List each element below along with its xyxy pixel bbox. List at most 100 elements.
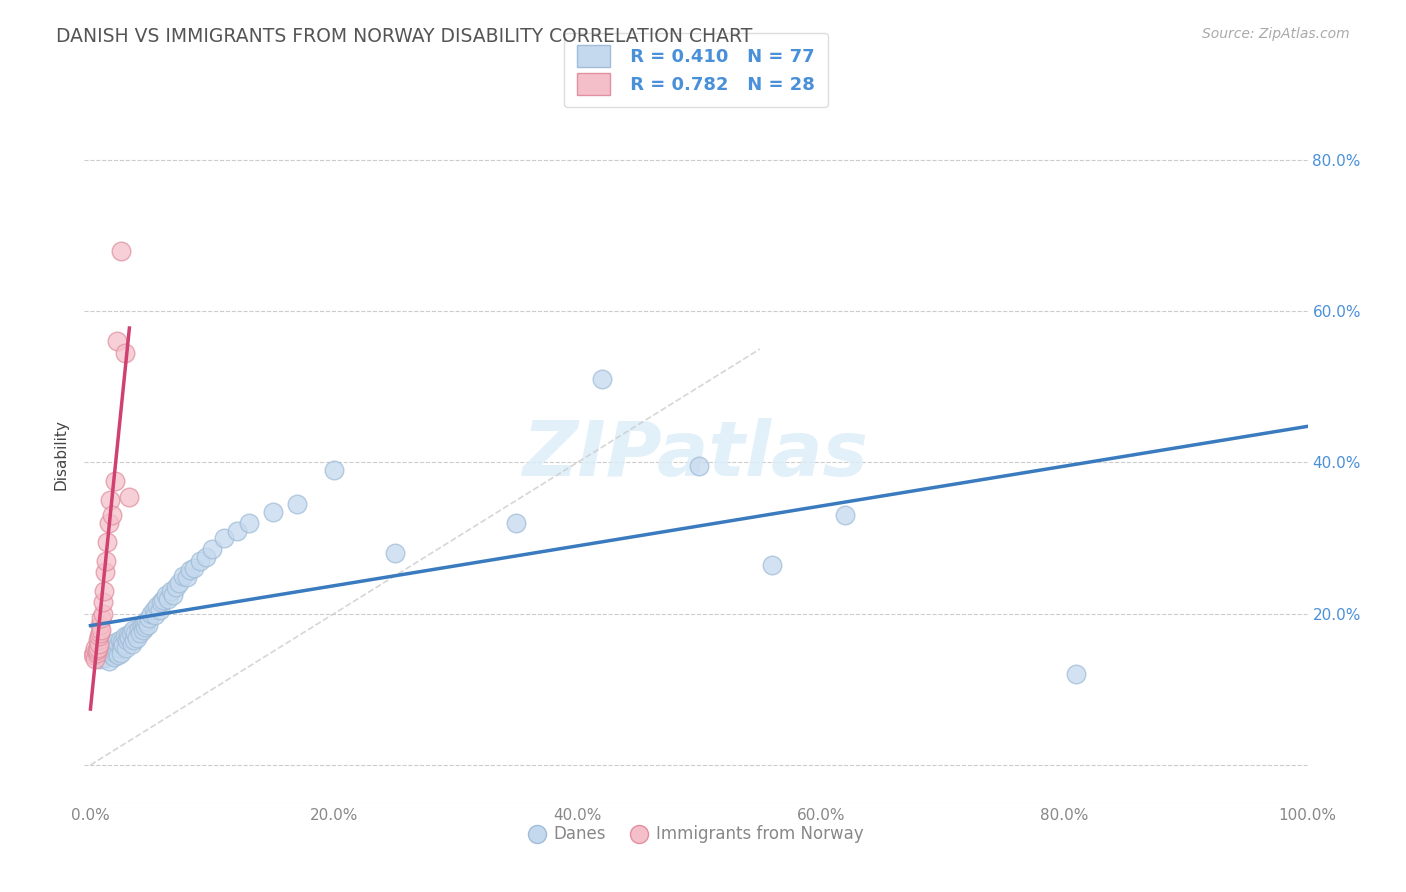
- Point: [105, 334, 128, 349]
- Point: [688, 459, 710, 474]
- Point: [176, 570, 198, 584]
- Point: [87, 640, 110, 655]
- Point: [86, 648, 108, 663]
- Point: [107, 648, 129, 663]
- Point: [157, 591, 180, 606]
- Point: [128, 622, 150, 636]
- Point: [115, 633, 138, 648]
- Point: [105, 644, 128, 658]
- Point: [225, 524, 247, 538]
- Point: [91, 607, 114, 621]
- Point: [114, 346, 136, 360]
- Point: [131, 618, 153, 632]
- Point: [124, 625, 146, 640]
- Point: [97, 654, 120, 668]
- Point: [97, 516, 120, 530]
- Point: [86, 643, 108, 657]
- Point: [125, 631, 148, 645]
- Point: [100, 643, 122, 657]
- Point: [86, 646, 108, 660]
- Point: [101, 648, 124, 663]
- Point: [103, 649, 125, 664]
- Point: [120, 625, 142, 640]
- Point: [149, 603, 172, 617]
- Point: [132, 615, 155, 630]
- Point: [104, 646, 127, 660]
- Point: [138, 610, 160, 624]
- Point: [155, 588, 177, 602]
- Point: [93, 584, 115, 599]
- Point: [108, 633, 131, 648]
- Point: [98, 493, 121, 508]
- Point: [591, 372, 613, 386]
- Point: [132, 624, 155, 638]
- Point: [84, 640, 107, 655]
- Point: [94, 565, 117, 579]
- Point: [94, 650, 117, 665]
- Point: [83, 646, 105, 660]
- Point: [384, 546, 406, 560]
- Point: [134, 620, 156, 634]
- Point: [84, 652, 107, 666]
- Point: [82, 648, 104, 663]
- Point: [87, 637, 110, 651]
- Point: [169, 576, 191, 591]
- Text: DANISH VS IMMIGRANTS FROM NORWAY DISABILITY CORRELATION CHART: DANISH VS IMMIGRANTS FROM NORWAY DISABIL…: [56, 27, 752, 45]
- Point: [162, 588, 184, 602]
- Point: [195, 549, 218, 564]
- Point: [146, 599, 169, 614]
- Point: [152, 593, 174, 607]
- Point: [114, 640, 136, 655]
- Point: [118, 631, 141, 645]
- Point: [122, 633, 145, 648]
- Point: [98, 646, 121, 660]
- Point: [97, 640, 120, 655]
- Point: [101, 637, 124, 651]
- Point: [238, 516, 260, 530]
- Point: [122, 624, 145, 638]
- Point: [111, 634, 134, 648]
- Point: [89, 652, 111, 666]
- Point: [89, 625, 111, 640]
- Point: [91, 595, 114, 609]
- Point: [114, 629, 136, 643]
- Legend: Danes, Immigrants from Norway: Danes, Immigrants from Norway: [522, 819, 870, 850]
- Point: [118, 490, 141, 504]
- Point: [90, 624, 112, 638]
- Point: [96, 644, 118, 658]
- Point: [87, 629, 110, 643]
- Point: [104, 475, 127, 489]
- Point: [101, 508, 124, 523]
- Point: [761, 558, 783, 572]
- Point: [322, 463, 344, 477]
- Point: [143, 608, 166, 623]
- Point: [159, 584, 181, 599]
- Point: [87, 633, 110, 648]
- Point: [89, 618, 111, 632]
- Point: [96, 554, 118, 568]
- Y-axis label: Disability: Disability: [53, 419, 69, 491]
- Point: [214, 531, 236, 545]
- Point: [90, 610, 112, 624]
- Point: [91, 646, 114, 660]
- Text: Source: ZipAtlas.com: Source: ZipAtlas.com: [1202, 27, 1350, 41]
- Point: [135, 615, 157, 629]
- Point: [150, 595, 173, 609]
- Point: [112, 639, 135, 653]
- Point: [96, 534, 118, 549]
- Point: [110, 244, 132, 258]
- Point: [91, 640, 114, 655]
- Text: ZIPatlas: ZIPatlas: [523, 418, 869, 491]
- Point: [110, 646, 132, 660]
- Point: [285, 497, 308, 511]
- Point: [110, 640, 132, 655]
- Point: [834, 508, 856, 523]
- Point: [105, 635, 128, 649]
- Point: [107, 639, 129, 653]
- Point: [117, 628, 139, 642]
- Point: [136, 618, 159, 632]
- Point: [262, 505, 284, 519]
- Point: [1066, 667, 1088, 681]
- Point: [183, 561, 205, 575]
- Point: [142, 603, 165, 617]
